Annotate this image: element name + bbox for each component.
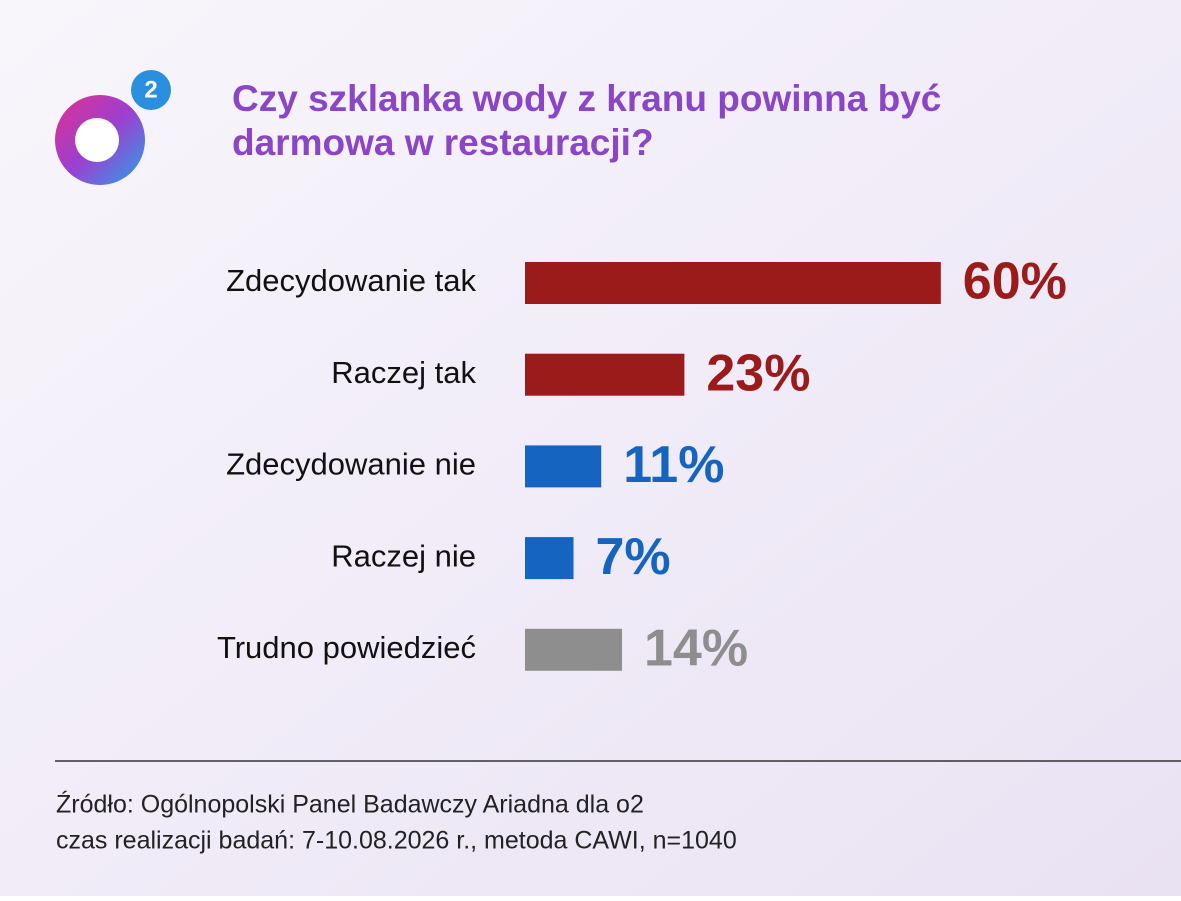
bar <box>525 445 602 488</box>
category-label: Raczej nie <box>331 538 476 573</box>
value-label: 11% <box>623 436 724 494</box>
bar <box>525 537 574 580</box>
value-label: 60% <box>963 253 1067 311</box>
logo-text: 2 <box>144 76 157 103</box>
value-label: 14% <box>644 620 748 678</box>
value-label: 23% <box>706 344 810 402</box>
category-label: Zdecydowanie nie <box>226 447 476 482</box>
logo: 2 <box>55 70 171 185</box>
chart-title: darmowa w restauracji? <box>232 122 654 163</box>
source-text: czas realizacji badań: 7-10.08.2026 r., … <box>56 827 737 855</box>
logo-hole <box>75 118 119 162</box>
bar <box>525 262 941 304</box>
source-text: Źródło: Ogólnopolski Panel Badawczy Aria… <box>56 790 644 819</box>
chart-title: Czy szklanka wody z kranu powinna być <box>232 78 941 119</box>
bar <box>525 353 685 396</box>
value-label: 7% <box>596 528 671 586</box>
category-label: Raczej tak <box>331 355 476 390</box>
category-label: Zdecydowanie tak <box>226 263 476 298</box>
category-label: Trudno powiedzieć <box>217 630 476 665</box>
logo-badge <box>131 70 171 110</box>
bar <box>525 628 623 671</box>
